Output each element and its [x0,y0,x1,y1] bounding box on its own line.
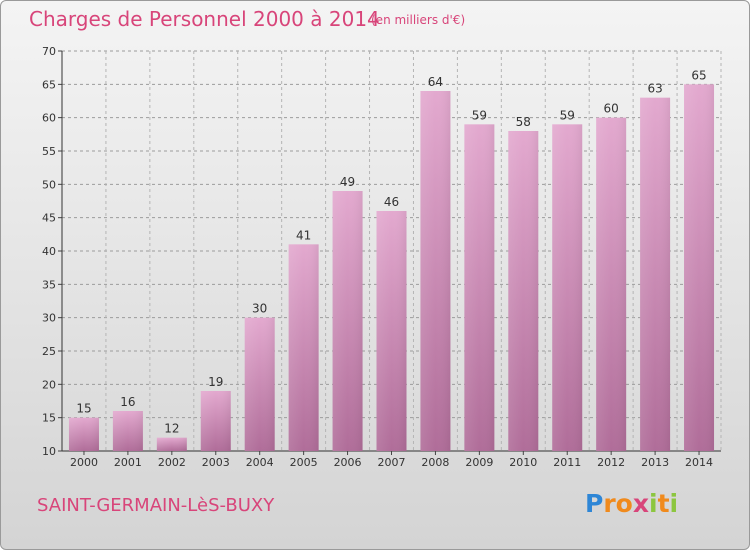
logo-letter: i [649,489,658,518]
bar-value-label: 63 [647,82,662,96]
bar-value-label: 30 [252,302,267,316]
logo-letter: i [669,489,679,518]
logo-letter: x [632,489,649,518]
bar-sheen [420,91,451,451]
x-tick-label: 2010 [509,456,537,469]
x-tick-label: 2012 [597,456,625,469]
x-tick-label: 2008 [421,456,449,469]
bar-value-label: 12 [164,422,179,436]
y-tick-label: 65 [42,78,56,91]
bar-sheen [288,244,319,451]
bar-value-label: 19 [208,375,223,389]
bar-sheen [68,417,99,451]
y-tick-label: 35 [42,278,56,291]
proxiti-logo[interactable]: Proxiti [585,489,678,518]
x-tick-label: 2002 [158,456,186,469]
bar-sheen [156,437,187,451]
logo-letter: o [615,489,633,518]
chart-title: Charges de Personnel 2000 à 2014 [29,7,380,31]
x-tick-label: 2004 [246,456,274,469]
bar-sheen [332,191,363,451]
chart-subtitle: (en milliers d'€) [371,13,466,27]
bar-sheen [376,211,407,451]
bar-sheen [200,391,231,451]
bar-value-label: 16 [120,395,135,409]
y-tick-label: 30 [42,312,56,325]
x-tick-label: 2000 [70,456,98,469]
y-tick-label: 40 [42,245,56,258]
x-tick-label: 2007 [378,456,406,469]
bar-value-label: 41 [296,228,311,242]
y-tick-label: 25 [42,345,56,358]
y-tick-label: 45 [42,212,56,225]
bar-sheen [596,117,627,452]
bar-value-label: 60 [604,102,619,116]
bar-sheen [684,84,715,451]
logo-letter: P [585,489,604,518]
bar-sheen [552,124,583,451]
x-tick-label: 2003 [202,456,230,469]
bar-layer [68,84,715,452]
y-tick-label: 55 [42,145,56,158]
bar-sheen [112,411,143,451]
y-tick-label: 20 [42,378,56,391]
bar-value-label: 58 [516,115,531,129]
bar-sheen [464,124,495,451]
label-layer: 15 16 12 19 30 41 49 46 64 59 58 59 60 63 65 [76,68,706,435]
bar-value-label: 49 [340,175,355,189]
bar-value-label: 59 [472,108,487,122]
y-tick-label: 50 [42,178,56,191]
bar-value-label: 15 [76,402,91,416]
bar-sheen [508,131,539,451]
commune-name: SAINT-GERMAIN-LèS-BUXY [37,495,275,516]
bar-sheen [640,97,671,452]
bar-value-label: 59 [560,108,575,122]
x-tick-label: 2014 [685,456,713,469]
x-tick-label: 2009 [465,456,493,469]
grid-layer [61,50,722,452]
x-tick-label: 2001 [114,456,142,469]
logo-letter: t [657,489,670,518]
y-tick-label: 15 [42,412,56,425]
bar-value-label: 46 [384,195,399,209]
y-tick-label: 10 [42,445,56,458]
bar-sheen [244,317,275,451]
y-tick-label: 60 [42,112,56,125]
x-tick-label: 2005 [290,456,318,469]
logo-letter: r [603,489,616,518]
bar-value-label: 64 [428,75,443,89]
y-tick-label: 70 [42,45,56,58]
x-tick-label: 2013 [641,456,669,469]
x-tick-label: 2011 [553,456,581,469]
bar-value-label: 65 [691,68,706,82]
x-tick-label: 2006 [334,456,362,469]
